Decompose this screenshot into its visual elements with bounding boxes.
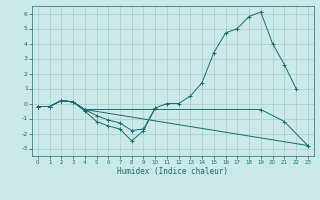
X-axis label: Humidex (Indice chaleur): Humidex (Indice chaleur) <box>117 167 228 176</box>
